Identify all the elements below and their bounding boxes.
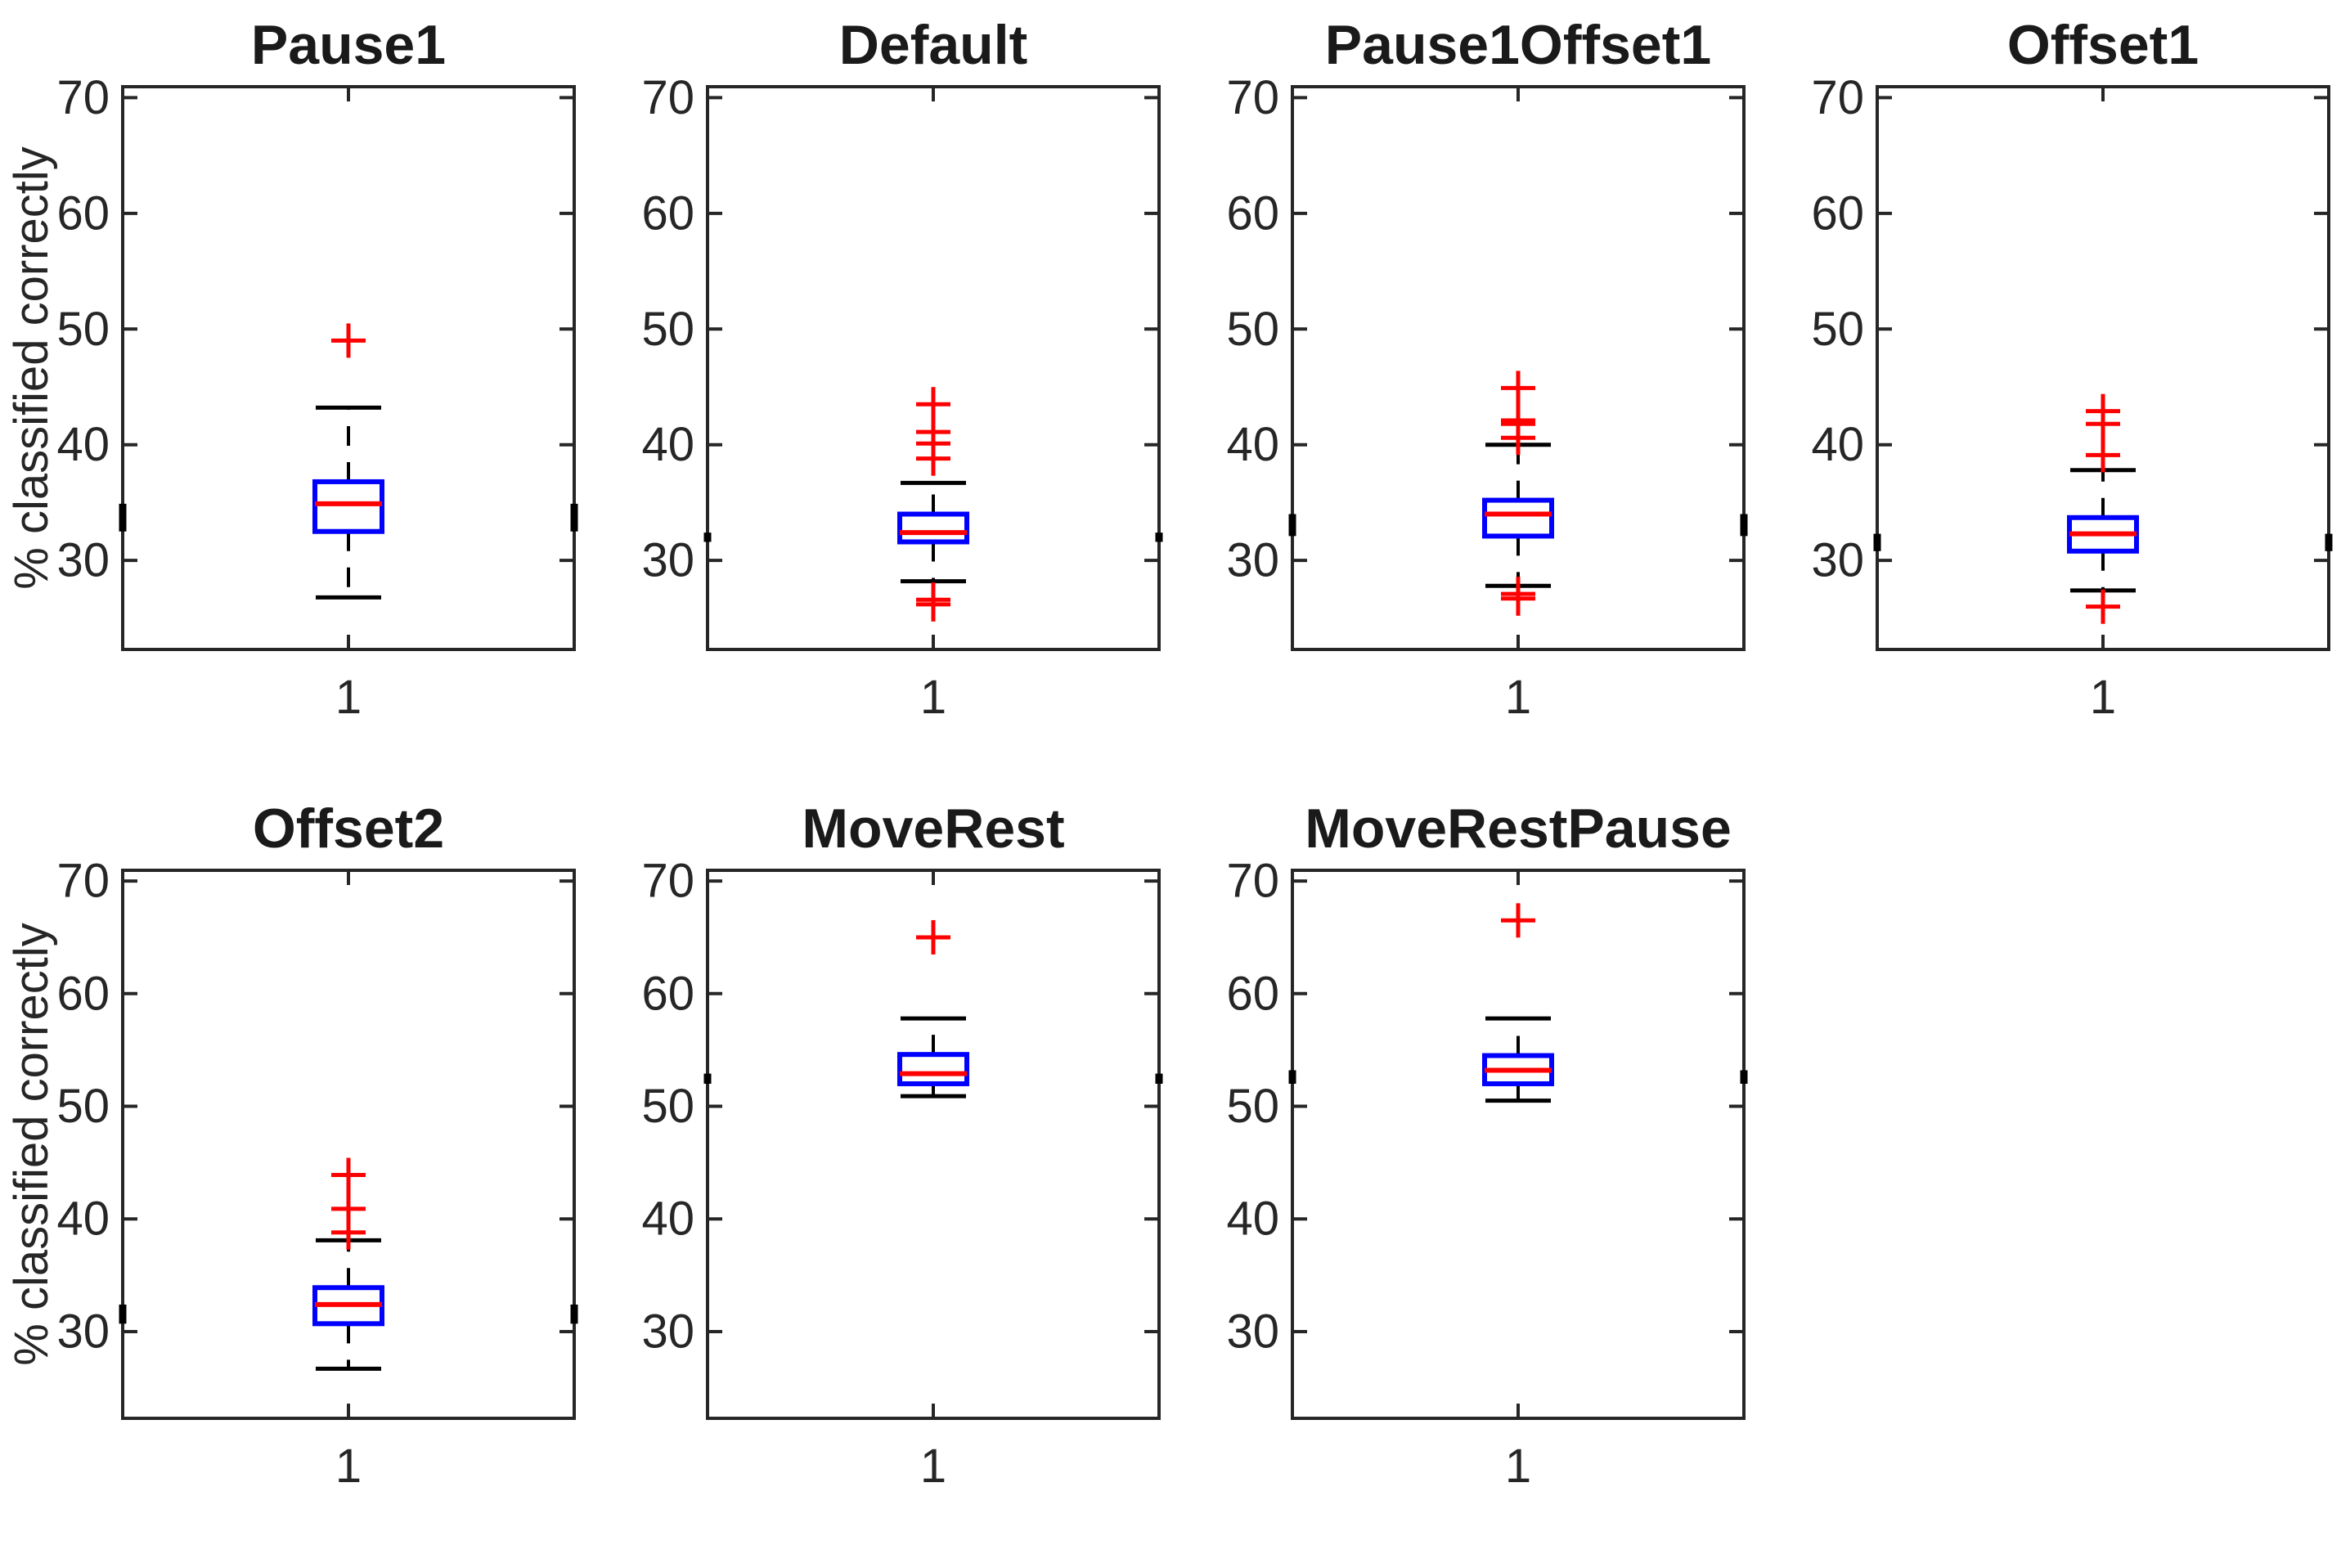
y-tick-label: 50 (641, 1080, 694, 1133)
y-tick-label: 40 (1226, 1193, 1279, 1246)
outlier-marker (916, 919, 950, 955)
y-tick-label: 60 (56, 186, 110, 240)
y-tick-label: 70 (1226, 71, 1279, 124)
plot-border (121, 85, 576, 651)
y-tick-label: 30 (1811, 534, 1864, 587)
subplot-canvas-Pause1Offset1: Pause1Offset1 30 40 50 60 70 1 (1226, 14, 1748, 724)
outlier-marker (1501, 581, 1535, 616)
y-tick-label: 50 (1811, 303, 1864, 356)
outlier-marker (331, 1215, 366, 1250)
subplot-title: Offset1 (2007, 14, 2199, 76)
y-tick-label: 30 (1226, 534, 1279, 587)
subplot-title: Pause1 (251, 14, 446, 76)
subplot-title: MoveRestPause (1305, 797, 1732, 860)
y-tick-label: 70 (641, 855, 694, 908)
y-tick-label: 60 (1226, 186, 1279, 240)
subplot-Offset2: Offset2 30 40 50 60 70 1 % classified correctly (0, 784, 585, 1568)
subplot-canvas-MoveRest: MoveRest 30 40 50 60 70 1 (641, 797, 1163, 1493)
subplot-title: Offset2 (253, 797, 444, 860)
y-tick-label: 70 (56, 855, 110, 908)
y-tick-label: 40 (56, 418, 110, 471)
outlier-marker (2086, 589, 2120, 624)
subplot-canvas-MoveRestPause: MoveRestPause 30 40 50 60 70 1 (1226, 797, 1748, 1493)
y-tick-label: 40 (641, 1193, 694, 1246)
y-tick-label: 40 (1226, 418, 1279, 471)
plot-border (706, 85, 1161, 651)
y-tick-label: 50 (1226, 1080, 1279, 1133)
y-tick-label: 50 (56, 1080, 110, 1133)
y-tick-label: 50 (641, 303, 694, 356)
x-tick-label: 1 (1505, 1440, 1531, 1493)
y-tick-label: 60 (1811, 186, 1864, 240)
subplot-MoveRestPause: MoveRestPause 30 40 50 60 70 1 (1170, 784, 1755, 1568)
y-tick-label: 30 (56, 534, 110, 587)
subplot-Pause1Offset1: Pause1Offset1 30 40 50 60 70 1 (1170, 0, 1755, 788)
outlier-marker (1501, 420, 1535, 456)
y-tick-label: 50 (56, 303, 110, 356)
y-tick-label: 30 (1226, 1305, 1279, 1358)
outlier-marker (331, 1157, 366, 1193)
y-tick-label: 60 (641, 186, 694, 240)
iqr-box (897, 1052, 969, 1086)
outlier-marker (2086, 438, 2120, 473)
subplot-Default: Default 30 40 50 60 70 1 (585, 0, 1170, 788)
outlier-marker (916, 586, 950, 622)
x-tick-label: 1 (335, 1440, 362, 1493)
y-tick-label: 70 (56, 71, 110, 124)
y-tick-label: 30 (56, 1305, 110, 1358)
y-tick-label: 70 (1811, 71, 1864, 124)
y-tick-label: 40 (1811, 418, 1864, 471)
outlier-marker (2086, 407, 2120, 442)
subplot-title: MoveRest (802, 797, 1064, 860)
subplot-Offset1: Offset1 30 40 50 60 70 1 (1755, 0, 2339, 788)
y-tick-label: 40 (56, 1193, 110, 1246)
x-tick-label: 1 (335, 671, 362, 724)
y-tick-label: 70 (641, 71, 694, 124)
y-tick-label: 50 (1226, 303, 1279, 356)
y-tick-label: 60 (641, 967, 694, 1020)
outlier-marker (331, 323, 366, 358)
y-axis-label: % classified correctly (5, 923, 58, 1365)
y-axis-label: % classified correctly (5, 146, 58, 589)
y-tick-label: 60 (1226, 967, 1279, 1020)
y-tick-label: 60 (56, 967, 110, 1020)
y-tick-label: 40 (641, 418, 694, 471)
x-tick-label: 1 (1505, 671, 1531, 724)
plot-border (1291, 869, 1746, 1420)
y-tick-label: 30 (641, 534, 694, 587)
subplot-title: Pause1Offset1 (1325, 14, 1711, 76)
plot-border (1291, 85, 1746, 651)
subplot-canvas-Pause1: Pause1 30 40 50 60 70 1 % classified correctly (5, 14, 578, 724)
subplot-Pause1: Pause1 30 40 50 60 70 1 % classified correctly (0, 0, 585, 788)
iqr-box (1482, 497, 1554, 539)
subplot-canvas-Offset1: Offset1 30 40 50 60 70 1 (1811, 14, 2333, 724)
subplot-MoveRest: MoveRest 30 40 50 60 70 1 (585, 784, 1170, 1568)
y-tick-label: 70 (1226, 855, 1279, 908)
subplot-canvas-Default: Default 30 40 50 60 70 1 (641, 14, 1163, 724)
iqr-box (312, 478, 384, 534)
x-tick-label: 1 (920, 1440, 946, 1493)
subplot-canvas-Offset2: Offset2 30 40 50 60 70 1 % classified correctly (5, 797, 578, 1493)
x-tick-label: 1 (2090, 671, 2116, 724)
outlier-marker (916, 441, 950, 476)
outlier-marker (1501, 903, 1535, 938)
iqr-box (897, 511, 969, 545)
x-tick-label: 1 (920, 671, 946, 724)
subplot-title: Default (839, 14, 1027, 76)
outlier-marker (1501, 371, 1535, 406)
y-tick-label: 30 (641, 1305, 694, 1358)
